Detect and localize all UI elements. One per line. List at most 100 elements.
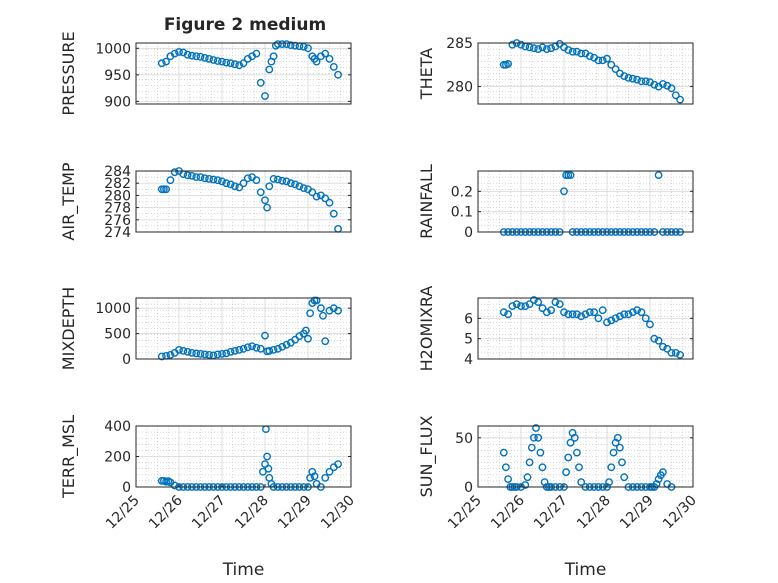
data-point: [573, 310, 581, 319]
data-point: [523, 473, 532, 482]
data-point: [209, 56, 218, 64]
data-point: [654, 171, 663, 180]
data-point: [525, 300, 534, 308]
data-markers: [499, 39, 684, 104]
y-tick-label: 950: [104, 68, 131, 84]
data-point: [568, 47, 577, 56]
data-point: [538, 304, 547, 313]
data-point: [620, 473, 629, 482]
data-point: [575, 463, 583, 472]
data-point: [616, 312, 624, 321]
data-point: [265, 346, 274, 355]
data-point: [566, 438, 575, 447]
y-tick-label: 200: [104, 450, 131, 466]
data-point: [187, 171, 196, 180]
data-point: [273, 344, 282, 353]
data-point: [179, 346, 188, 355]
major-grid: [136, 43, 351, 104]
data-point: [301, 326, 310, 335]
data-point: [641, 314, 650, 323]
data-point: [222, 349, 231, 358]
y-tick-label: 500: [104, 327, 131, 343]
data-point: [312, 296, 321, 305]
data-point: [663, 344, 672, 353]
data-point: [646, 320, 654, 329]
y-tick-label: 1000: [95, 301, 131, 317]
data-markers: [157, 40, 342, 100]
data-point: [562, 468, 570, 477]
data-point: [261, 92, 269, 100]
data-point: [243, 343, 252, 352]
data-point: [308, 467, 317, 476]
data-point: [628, 308, 637, 317]
data-point: [286, 179, 295, 188]
data-point: [637, 77, 646, 86]
data-point: [566, 171, 575, 180]
data-point: [205, 55, 214, 63]
data-point: [235, 345, 244, 354]
data-point: [286, 41, 295, 49]
data-point: [538, 43, 547, 52]
data-point: [239, 179, 248, 188]
data-point: [282, 40, 291, 48]
data-point: [239, 59, 248, 68]
data-point: [654, 336, 663, 345]
data-point: [536, 448, 545, 457]
y-tick-label: 6: [464, 311, 473, 327]
subplot-6: 4 5 6 H2OMIXRA: [417, 286, 694, 372]
data-point: [512, 300, 521, 308]
data-point: [226, 347, 235, 356]
y-axis-label: TERR_MSL: [59, 415, 79, 499]
data-point: [321, 473, 330, 482]
data-point: [667, 348, 676, 357]
data-point: [560, 187, 568, 196]
data-point: [573, 448, 581, 457]
data-point: [299, 184, 308, 193]
data-point: [659, 80, 667, 88]
data-point: [256, 78, 265, 87]
y-tick-label: 0: [464, 480, 473, 496]
data-point: [613, 433, 622, 442]
x-axis-label: Time: [564, 560, 607, 580]
data-point: [508, 40, 517, 49]
data-point: [252, 176, 261, 185]
data-point: [650, 80, 659, 89]
data-point: [525, 43, 534, 52]
data-point: [620, 72, 629, 81]
y-tick-label: 0.2: [451, 184, 473, 200]
data-point: [282, 177, 291, 186]
x-axis-label: Time: [222, 560, 265, 580]
data-point: [334, 70, 342, 79]
y-axis-label: H2OMIXRA: [417, 286, 436, 372]
data-point: [334, 306, 342, 315]
data-point: [633, 306, 641, 315]
data-point: [517, 40, 525, 49]
data-point: [209, 175, 218, 184]
data-point: [196, 52, 205, 61]
y-tick-label: 400: [104, 419, 131, 435]
data-point: [594, 56, 603, 65]
data-point: [192, 349, 201, 358]
data-point: [560, 308, 568, 317]
data-point: [222, 179, 231, 188]
data-point: [581, 310, 590, 319]
data-point: [200, 54, 209, 62]
data-point: [235, 183, 244, 192]
data-point: [205, 174, 214, 183]
data-point: [213, 176, 222, 185]
data-markers: [157, 296, 342, 361]
data-point: [196, 173, 205, 182]
y-tick-label: 50: [455, 431, 473, 447]
data-point: [654, 475, 663, 483]
data-point: [269, 345, 278, 354]
y-tick-label: 5: [464, 332, 473, 348]
y-tick-label: 280: [104, 188, 131, 204]
minor-grid: [136, 43, 351, 104]
data-point: [183, 50, 192, 59]
data-point: [192, 173, 201, 182]
data-point: [611, 314, 620, 323]
data-point: [291, 180, 299, 189]
data-point: [594, 314, 603, 323]
axes-box: [135, 170, 352, 233]
